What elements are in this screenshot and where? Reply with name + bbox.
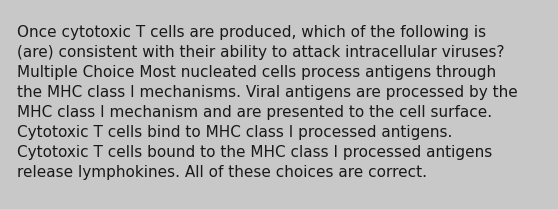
Text: Once cytotoxic T cells are produced, which of the following is
(are) consistent : Once cytotoxic T cells are produced, whi…	[17, 25, 517, 180]
